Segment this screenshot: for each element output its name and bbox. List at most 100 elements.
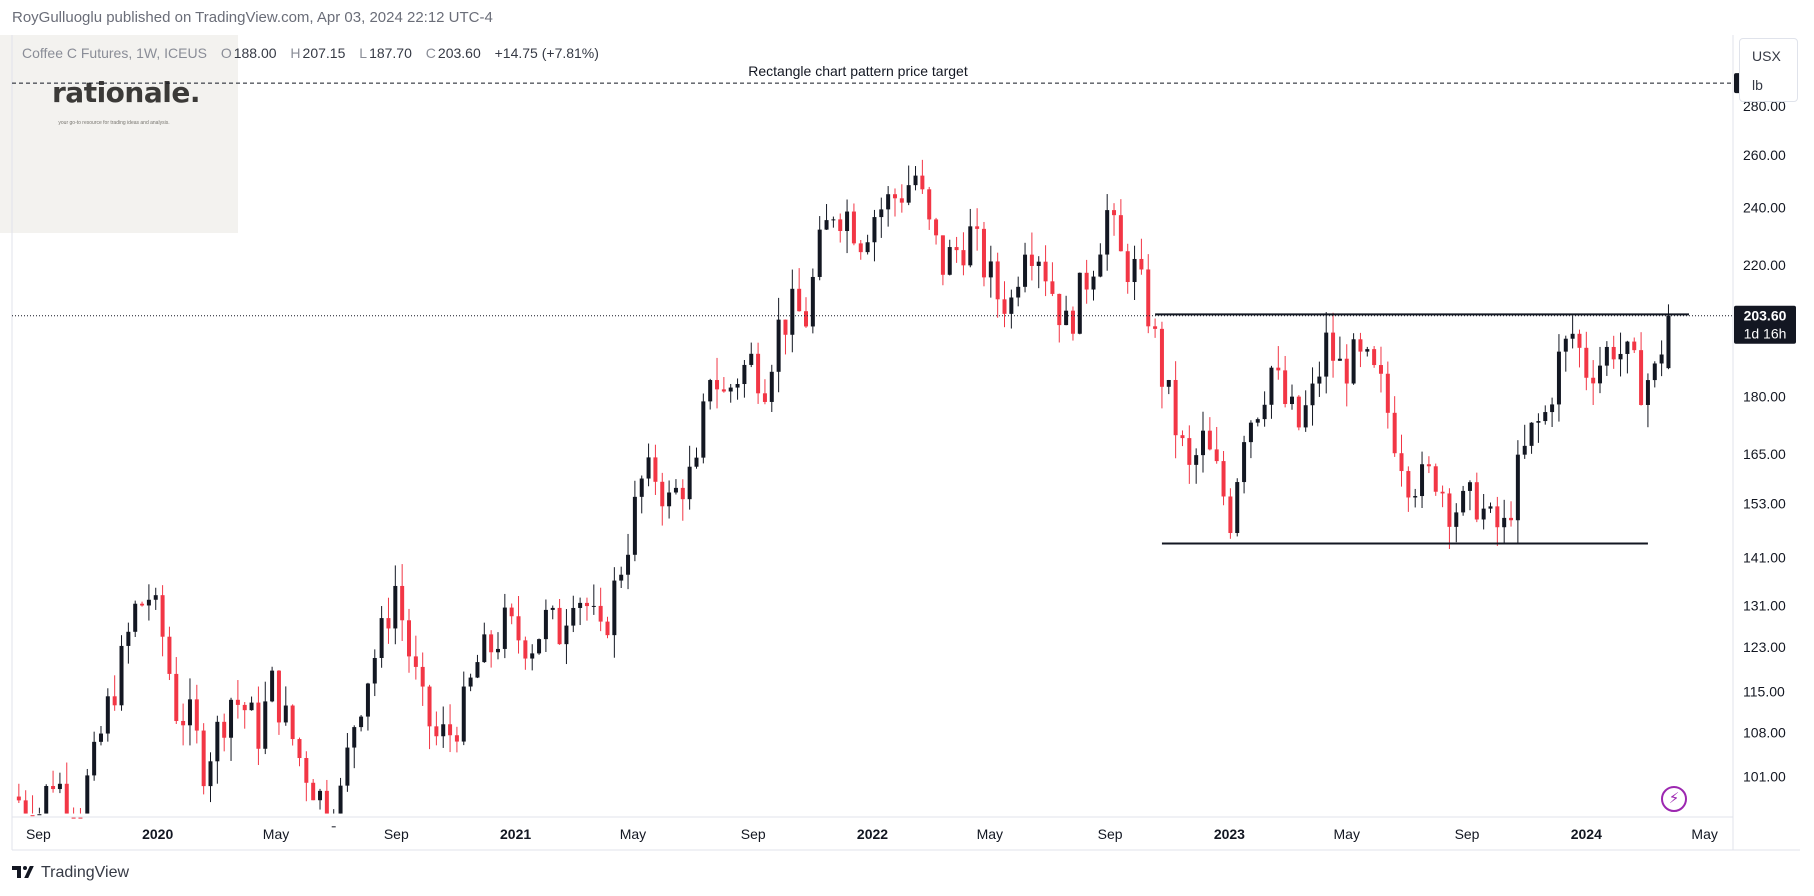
candle-body xyxy=(673,487,678,493)
tradingview-brand: TradingView xyxy=(41,864,130,881)
candle xyxy=(639,475,644,514)
candle-body xyxy=(598,605,603,622)
candle xyxy=(1146,254,1151,334)
candle xyxy=(762,379,767,405)
candle xyxy=(181,703,186,746)
candle xyxy=(420,652,425,706)
candle xyxy=(1242,435,1247,494)
candle-body xyxy=(1529,422,1534,446)
candle xyxy=(1207,417,1212,451)
candle-body xyxy=(37,814,42,816)
candle-body xyxy=(872,217,877,243)
candle xyxy=(1159,321,1164,409)
candle xyxy=(1474,472,1479,523)
candle xyxy=(386,597,391,644)
candle xyxy=(537,638,542,655)
candle-body xyxy=(304,758,309,783)
candle-body xyxy=(810,276,815,327)
candle xyxy=(920,159,925,194)
candle-body xyxy=(530,653,535,659)
candle-body xyxy=(441,724,446,737)
candle xyxy=(16,783,21,804)
candle xyxy=(1604,341,1609,376)
candle-body xyxy=(1002,299,1007,314)
candle-body xyxy=(1509,517,1514,521)
y-tick-label: 131.00 xyxy=(1743,598,1786,614)
candle xyxy=(1118,199,1123,252)
tradingview-footer[interactable]: TradingView xyxy=(12,864,129,882)
candle xyxy=(1563,335,1568,372)
candle-body xyxy=(112,696,117,706)
candle-body xyxy=(140,603,145,606)
candle-body xyxy=(386,618,391,629)
candle xyxy=(584,597,589,621)
candle-body xyxy=(899,198,904,203)
candle-body xyxy=(619,574,624,581)
candle-body xyxy=(1577,333,1582,348)
candle-body xyxy=(1659,354,1664,364)
candle-body xyxy=(1481,508,1486,520)
candle xyxy=(1132,245,1137,301)
candle-body xyxy=(85,775,90,814)
candle xyxy=(1002,281,1007,328)
candle xyxy=(57,772,62,794)
candle xyxy=(1399,434,1404,487)
candle xyxy=(913,166,918,191)
candle xyxy=(222,713,227,752)
candle xyxy=(133,600,138,637)
high-value: 207.15 xyxy=(302,45,346,61)
candle-body xyxy=(318,790,323,801)
candle xyxy=(174,657,179,725)
candle-body xyxy=(461,686,466,742)
candle xyxy=(804,297,809,328)
lightning-bolt-icon[interactable]: ⚡ xyxy=(1661,786,1687,812)
candle-body xyxy=(454,735,459,742)
candle-body xyxy=(160,595,165,637)
candle-body xyxy=(290,705,295,740)
candle xyxy=(229,697,234,761)
candle-body xyxy=(1433,466,1438,492)
candle-body xyxy=(167,636,172,674)
candle-body xyxy=(71,817,76,819)
candle xyxy=(427,684,432,750)
candle-body xyxy=(98,733,103,742)
candle-body xyxy=(1652,363,1657,381)
currency-unit-selector[interactable]: USX lb xyxy=(1739,38,1798,102)
candle xyxy=(85,768,90,814)
candle-body xyxy=(393,585,398,629)
candle-body xyxy=(345,747,350,786)
candle xyxy=(865,234,870,255)
candle xyxy=(701,393,706,464)
candle-body xyxy=(1378,365,1383,374)
candle-body xyxy=(769,371,774,402)
candle xyxy=(44,784,49,814)
candle-body xyxy=(400,585,405,621)
candle-body xyxy=(1166,379,1171,387)
candle xyxy=(126,622,131,664)
candle-body xyxy=(215,721,220,762)
candle-body xyxy=(311,782,316,801)
candle-body xyxy=(715,380,720,390)
candle-body xyxy=(1385,373,1390,413)
candle xyxy=(1317,361,1322,397)
candle xyxy=(1392,396,1397,457)
x-tick-label: May xyxy=(1691,826,1717,842)
candle-body xyxy=(1180,435,1185,439)
candle-body xyxy=(249,702,254,711)
y-tick-label: 141.00 xyxy=(1743,549,1786,565)
candle xyxy=(1358,332,1363,368)
candle xyxy=(475,654,480,679)
candle xyxy=(1385,361,1390,429)
candle xyxy=(297,737,302,767)
candle xyxy=(64,762,69,814)
candle-body xyxy=(605,621,610,636)
candle-body xyxy=(1317,376,1322,384)
candle-body xyxy=(448,724,453,736)
candle xyxy=(78,808,83,819)
candle xyxy=(441,706,446,748)
y-tick-label: 220.00 xyxy=(1743,257,1786,273)
candle xyxy=(1276,346,1281,380)
candle-body xyxy=(516,616,521,641)
candle xyxy=(612,567,617,658)
